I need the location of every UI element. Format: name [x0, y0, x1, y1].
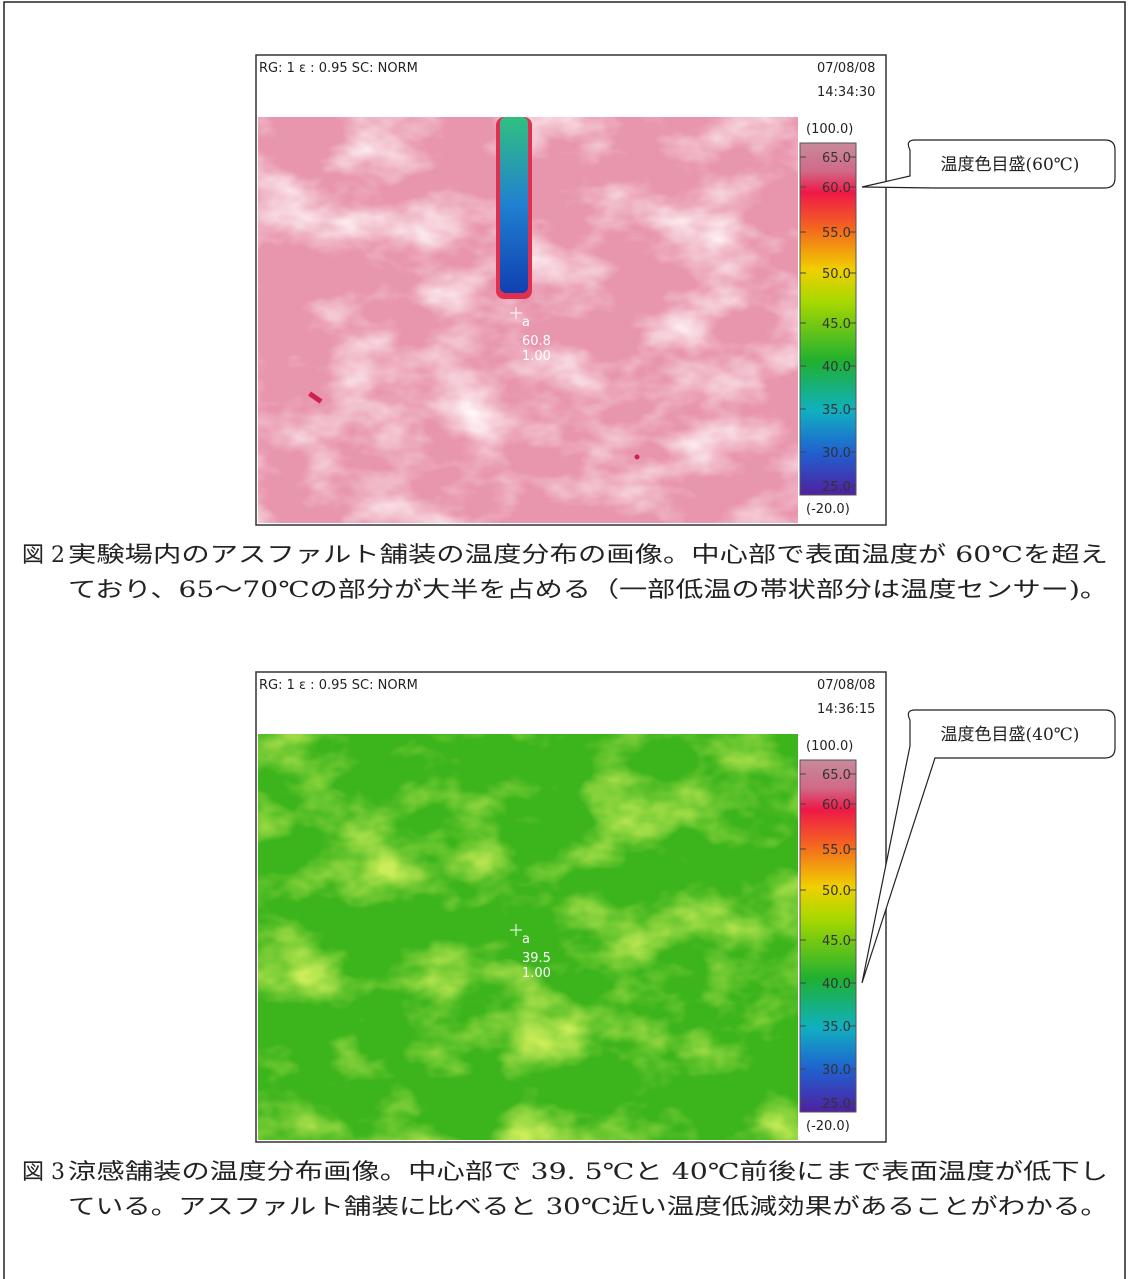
sensor-band — [500, 117, 528, 293]
scale-label: 35.0 — [822, 1020, 851, 1035]
scale-label: 40.0 — [822, 360, 851, 375]
scale-min: (-20.0) — [806, 1119, 850, 1134]
scale-label: 45.0 — [822, 934, 851, 949]
thermal-figure: RG: 1 ε : 0.95 SC: NORM 07/08/08 14:36:15 a… — [22, 672, 1115, 1220]
caption-line: ており、65〜70℃の部分が大半を占める（一部低温の帯状部分は温度センサー)。 — [68, 578, 1108, 603]
scale-label: 25.0 — [822, 480, 851, 495]
caption-line: ている。アスファルト舗装に比べると 30℃近い温度低減効果があることがわかる。 — [68, 1195, 1108, 1220]
scale-label: 25.0 — [822, 1097, 851, 1112]
caption-label: 図 2 — [22, 543, 65, 568]
scale-label: 45.0 — [822, 317, 851, 332]
thermal-figure: RG: 1 ε : 0.95 SC: NORM 07/08/08 14:34:30 a… — [22, 55, 1115, 603]
point-emissivity: 1.00 — [522, 349, 551, 364]
callout-text: 温度色目盛(40℃) — [941, 725, 1080, 745]
page: RG: 1 ε : 0.95 SC: NORM 07/08/08 14:34:30 a… — [0, 0, 1129, 1279]
scale-max: (100.0) — [806, 739, 853, 754]
scale-label: 50.0 — [822, 884, 851, 899]
callout-box — [862, 710, 1115, 983]
capture-time: 14:34:30 — [817, 85, 875, 100]
caption-line: 涼感舗装の温度分布画像。中心部で 39. 5℃と 40℃前後にまで表面温度が低下… — [68, 1160, 1108, 1185]
callout-text: 温度色目盛(60℃) — [941, 155, 1080, 175]
scale-label: 35.0 — [822, 403, 851, 418]
scale-label: 55.0 — [822, 843, 851, 858]
hot-spot — [635, 455, 640, 460]
caption-label: 図 3 — [22, 1160, 65, 1185]
point-label: a — [522, 315, 530, 330]
scale-label: 65.0 — [822, 151, 851, 166]
capture-date: 07/08/08 — [817, 678, 875, 693]
capture-time: 14:36:15 — [817, 702, 875, 717]
scale-label: 60.0 — [822, 798, 851, 813]
caption-line: 実験場内のアスファルト舗装の温度分布の画像。中心部で表面温度が 60℃を超え — [68, 543, 1108, 568]
scale-label: 50.0 — [822, 267, 851, 282]
point-temperature: 60.8 — [522, 334, 551, 349]
point-label: a — [522, 932, 530, 947]
scale-label: 30.0 — [822, 1063, 851, 1078]
scale-label: 55.0 — [822, 226, 851, 241]
scale-label: 30.0 — [822, 446, 851, 461]
scale-min: (-20.0) — [806, 502, 850, 517]
scale-label: 40.0 — [822, 977, 851, 992]
camera-settings: RG: 1 ε : 0.95 SC: NORM — [259, 678, 418, 693]
capture-date: 07/08/08 — [817, 61, 875, 76]
scale-max: (100.0) — [806, 122, 853, 137]
point-temperature: 39.5 — [522, 951, 551, 966]
camera-settings: RG: 1 ε : 0.95 SC: NORM — [259, 61, 418, 76]
point-emissivity: 1.00 — [522, 966, 551, 981]
scale-label: 60.0 — [822, 181, 851, 196]
scale-label: 65.0 — [822, 768, 851, 783]
